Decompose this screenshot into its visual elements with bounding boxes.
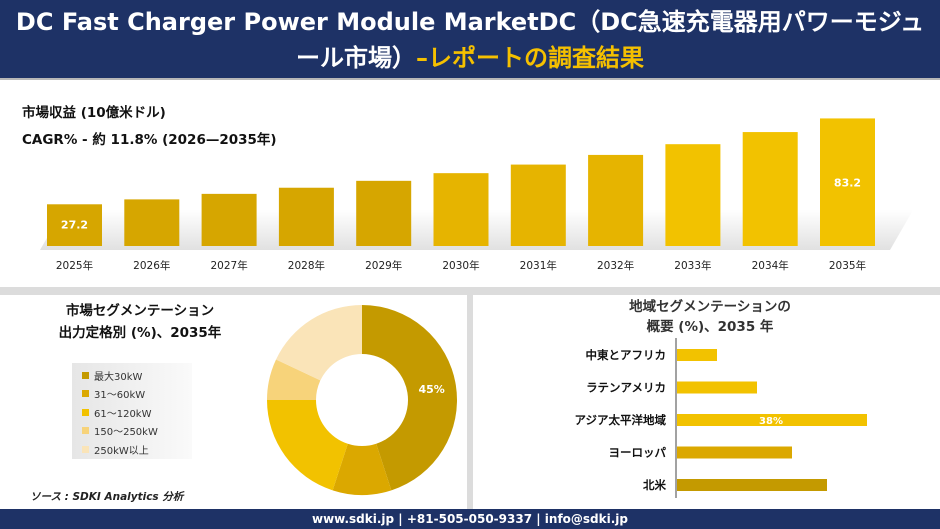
region-category-label: ヨーロッパ — [609, 446, 667, 460]
section-divider-horizontal — [0, 287, 940, 295]
pie-slice-250kW以上 — [276, 305, 362, 381]
segment-title-line2: 出力定格別 (%)、2035年 — [58, 325, 222, 341]
region-title-line2: 概要 (%)、2035 年 — [646, 319, 774, 335]
legend-swatch — [82, 390, 89, 398]
region-category-label: ラテンアメリカ — [586, 381, 666, 395]
bar-2029年 — [356, 180, 412, 246]
region-bar-アジア太平洋地域 — [677, 414, 867, 426]
bar-2033年 — [665, 144, 721, 246]
title-highlight: –レポートの調査結果 — [416, 44, 644, 72]
x-tick-label: 2033年 — [674, 259, 711, 272]
bar-2031年 — [510, 164, 566, 246]
region-category-label: 中東とアフリカ — [586, 348, 667, 362]
legend-item: 最大30kW — [82, 366, 192, 385]
legend-item: 61～120kW — [82, 403, 192, 422]
bar-2025年 — [47, 204, 102, 246]
segment-title: 市場セグメンテーション 出力定格別 (%)、2035年 — [40, 300, 240, 344]
region-bar-ヨーロッパ — [677, 446, 792, 459]
power-rating-donut-chart: 45% — [267, 305, 458, 495]
x-tick-label: 2029年 — [365, 259, 402, 272]
pie-slice-31～60kW — [332, 443, 392, 495]
legend-label: 150～250kW — [94, 427, 158, 439]
legend-item: 31～60kW — [82, 385, 192, 404]
bar-data-label: 83.2 — [834, 176, 861, 189]
x-tick-label: 2026年 — [133, 259, 170, 272]
segment-title-line1: 市場セグメンテーション — [65, 303, 215, 319]
region-category-label: 北米 — [643, 478, 666, 492]
revenue-label: 市場収益 (10億米ドル) — [22, 105, 166, 121]
x-tick-label: 2031年 — [520, 259, 557, 272]
cagr-label: CAGR% - 約 11.8% (2026—2035年) — [22, 132, 277, 148]
x-tick-label: 2028年 — [288, 259, 325, 272]
legend-label: 最大30kW — [94, 371, 143, 383]
pie-slice-150～250kW — [267, 359, 321, 400]
pie-legend: 最大30kW 31～60kW 61～120kW 150～250kW 250kW以上 — [72, 363, 192, 459]
bar-2027年 — [201, 193, 257, 246]
bar-data-label: 27.2 — [61, 218, 88, 231]
region-bar-ラテンアメリカ — [677, 381, 757, 394]
region-bar-北米 — [677, 479, 827, 491]
region-title: 地域セグメンテーションの 概要 (%)、2035 年 — [590, 297, 830, 337]
x-tick-label: 2034年 — [752, 259, 789, 272]
source-note: ソース : SDKI Analytics 分析 — [30, 491, 184, 503]
x-tick-label: 2035年 — [829, 259, 866, 272]
bar-2035年 — [820, 118, 875, 246]
legend-label: 250kW以上 — [94, 445, 149, 457]
legend-swatch — [82, 445, 89, 453]
title-main: DC Fast Charger Power Module MarketDC（DC… — [15, 8, 925, 72]
pie-data-label: 45% — [418, 383, 444, 396]
bar-2034年 — [742, 132, 798, 246]
legend-swatch — [82, 371, 89, 379]
legend-label: 61～120kW — [94, 408, 152, 420]
region-title-line1: 地域セグメンテーションの — [629, 299, 791, 315]
bar-2028年 — [278, 187, 334, 246]
bar-2030年 — [433, 173, 489, 246]
page-title: DC Fast Charger Power Module MarketDC（DC… — [10, 4, 930, 76]
legend-item: 250kW以上 — [82, 440, 192, 459]
section-divider-vertical — [467, 295, 473, 509]
legend-swatch — [82, 427, 89, 435]
legend-swatch — [82, 408, 89, 416]
pie-slice-最大30kW — [362, 305, 458, 491]
revenue-bar-chart: 2025年 27.2 2026年 2027年 2028年 2029年 2030年 2031年 2… — [47, 118, 875, 272]
bar-2032年 — [588, 154, 644, 246]
region-category-label: アジア太平洋地域 — [574, 413, 666, 427]
x-tick-label: 2027年 — [210, 259, 247, 272]
region-bar-data-label: 38% — [759, 416, 783, 427]
footer-contact: www.sdki.jp | +81-505-050-9337 | info@sd… — [0, 509, 940, 529]
header-banner: DC Fast Charger Power Module MarketDC（DC… — [0, 0, 940, 80]
pie-slice-61～120kW — [267, 400, 348, 491]
legend-label: 31～60kW — [94, 390, 146, 402]
x-tick-label: 2030年 — [442, 259, 479, 272]
legend-item: 150～250kW — [82, 422, 192, 441]
x-tick-label: 2032年 — [597, 259, 634, 272]
x-tick-label: 2025年 — [56, 259, 93, 272]
bar-2026年 — [124, 199, 180, 246]
region-bar-中東とアフリカ — [677, 349, 717, 361]
